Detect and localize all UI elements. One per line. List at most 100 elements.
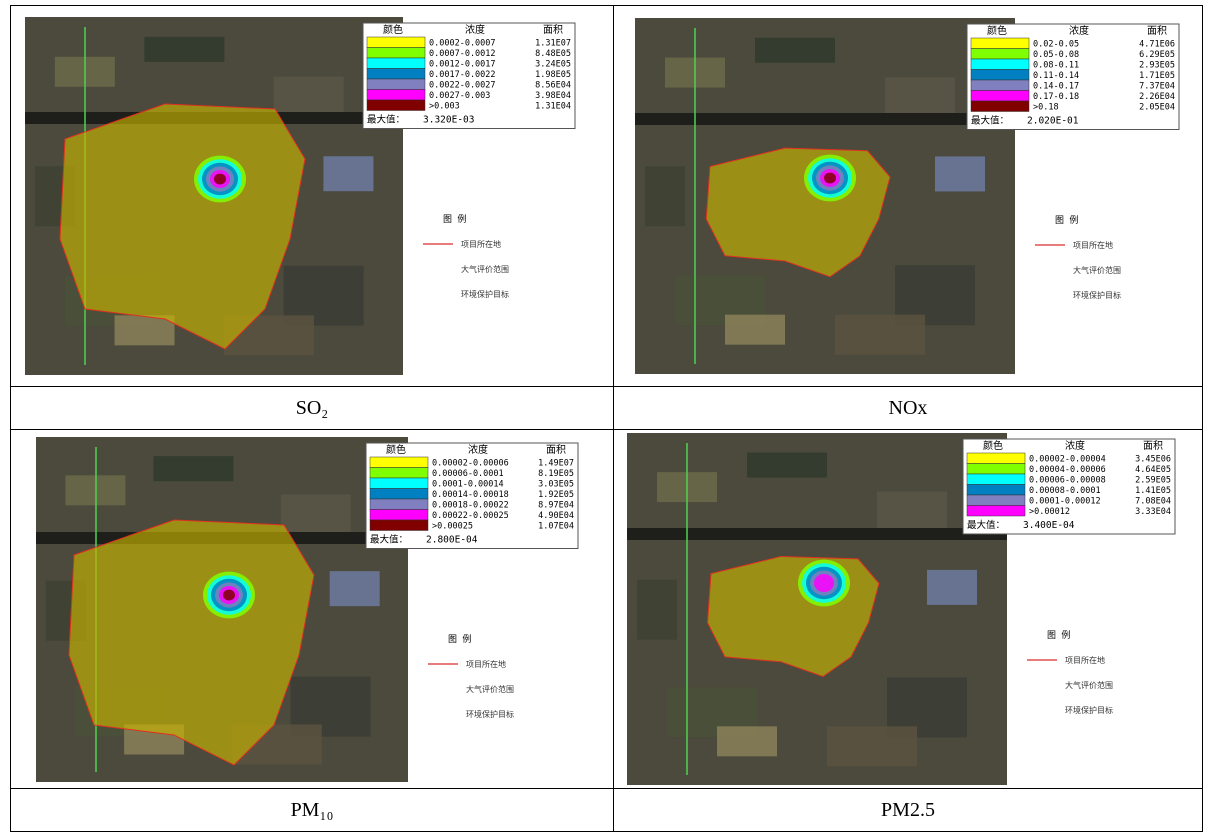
terrain-patch (747, 453, 827, 478)
legend-header: 浓度 (465, 23, 485, 36)
image-cell: 颜色 浓度 面积 0.00002-0.00006 1.49E07 0.00006-0.00… (11, 430, 614, 789)
terrain-patch (114, 315, 174, 345)
legend-header: 面积 (546, 444, 566, 456)
legend-range: 0.0001-0.00014 (432, 479, 504, 489)
legend-swatch (967, 485, 1025, 496)
legend-area: 1.41E05 (1135, 486, 1171, 496)
legend-swatch (967, 506, 1025, 517)
terrain-patch (877, 492, 947, 532)
terrain-patch (927, 570, 977, 605)
legend-area: 3.03E05 (538, 479, 574, 489)
legend-swatch (367, 100, 425, 111)
legend-header: 颜色 (383, 23, 403, 36)
legend-area: 7.37E04 (1139, 82, 1175, 92)
terrain-patch (281, 494, 351, 534)
legend-area: 8.19E05 (538, 469, 574, 479)
legend-area: 3.33E04 (1135, 507, 1171, 517)
legend-range: 0.14-0.17 (1033, 82, 1079, 92)
legend-range: 0.00002-0.00006 (432, 458, 509, 468)
legend-range: 0.0017-0.0022 (429, 70, 496, 80)
legend-range: 0.00018-0.00022 (432, 500, 509, 510)
legend-swatch (370, 499, 428, 510)
legend-area: 7.08E04 (1135, 497, 1171, 507)
legend-area: 3.24E05 (535, 60, 571, 70)
map-legend-item: 环境保护目标 (461, 289, 509, 299)
legend-swatch (370, 457, 428, 468)
legend-swatch (971, 59, 1029, 70)
caption: PM2.5 (614, 789, 1203, 832)
map-legend-item: 大气评价范围 (466, 684, 514, 694)
legend-swatch (367, 58, 425, 69)
legend-area: 1.31E04 (535, 102, 571, 112)
terrain-patch (725, 315, 785, 345)
legend-swatch (370, 520, 428, 531)
map-legend-item: 大气评价范围 (461, 264, 509, 274)
legend-swatch (367, 69, 425, 80)
map-legend-item: 环境保护目标 (1073, 290, 1121, 300)
legend-header: 颜色 (386, 443, 406, 456)
legend-swatch (370, 467, 428, 478)
legend-range: 0.00022-0.00025 (432, 511, 509, 521)
map-legend-item: 大气评价范围 (1065, 680, 1113, 690)
legend-range: 0.08-0.11 (1033, 61, 1079, 71)
legend-swatch (370, 488, 428, 499)
legend-swatch (367, 48, 425, 59)
terrain-patch (885, 77, 955, 117)
legend-range: 0.11-0.14 (1033, 71, 1079, 81)
legend-area: 4.64E05 (1135, 465, 1171, 475)
legend-range: 0.0022-0.0027 (429, 81, 496, 91)
legend-area: 1.71E05 (1139, 71, 1175, 81)
legend-swatch (971, 70, 1029, 81)
map-image: 颜色 浓度 面积 0.00002-0.00006 1.49E07 0.00006-0.00… (36, 437, 588, 782)
legend-range: 0.02-0.05 (1033, 40, 1079, 50)
legend-swatch (370, 478, 428, 489)
legend-area: 8.97E04 (538, 500, 574, 510)
legend-swatch (971, 80, 1029, 91)
map-legend-item: 环境保护目标 (1065, 705, 1113, 715)
legend-range: 0.0002-0.0007 (429, 39, 496, 49)
map-legend-title: 图 例 (443, 213, 466, 225)
contour (223, 589, 235, 600)
max-label: 最大值： (971, 115, 1009, 127)
map-legend-title: 图 例 (1047, 629, 1070, 641)
terrain-patch (827, 726, 917, 766)
legend-swatch (370, 509, 428, 520)
legend-swatch (967, 495, 1025, 506)
map-legend-title: 图 例 (448, 633, 471, 645)
contour (814, 574, 834, 592)
map-legend-title: 图 例 (1055, 214, 1078, 226)
legend-area: 1.49E07 (538, 458, 574, 468)
legend-range: >0.00012 (1029, 507, 1070, 517)
legend-range: 0.0007-0.0012 (429, 49, 496, 59)
terrain-patch (835, 315, 925, 355)
legend-range: 0.00006-0.0001 (432, 469, 504, 479)
document: 颜色浓度面积0.0002-0.00071.31E070.0007-0.00128… (0, 0, 1208, 839)
max-label: 最大值： (967, 519, 1005, 531)
max-value: 3.320E-03 (423, 115, 474, 126)
legend-range: 0.00002-0.00004 (1029, 455, 1106, 465)
legend-header: 浓度 (468, 443, 488, 456)
legend-swatch (367, 37, 425, 48)
contour (214, 174, 226, 185)
legend-range: 0.00004-0.00006 (1029, 465, 1106, 475)
legend-area: 8.56E04 (535, 81, 571, 91)
legend-range: >0.003 (429, 102, 460, 112)
legend-header: 浓度 (1069, 24, 1089, 37)
legend-swatch (367, 79, 425, 90)
legend-area: 2.93E05 (1139, 61, 1175, 71)
legend-header: 面积 (1143, 440, 1163, 452)
legend-range: 0.00014-0.00018 (432, 490, 509, 500)
max-label: 最大值： (370, 533, 408, 545)
terrain-patch (717, 726, 777, 756)
terrain-patch (935, 156, 985, 191)
legend-area: 2.59E05 (1135, 476, 1171, 486)
legend-swatch (971, 91, 1029, 102)
image-cell: 颜色浓度面积0.02-0.054.71E060.05-0.086.29E050.… (614, 6, 1203, 387)
legend-range: 0.00006-0.00008 (1029, 476, 1106, 486)
map-legend-item: 项目所在地 (466, 659, 506, 669)
legend-swatch (967, 464, 1025, 475)
map-legend-item: 大气评价范围 (1073, 265, 1121, 275)
terrain-patch (144, 37, 224, 62)
